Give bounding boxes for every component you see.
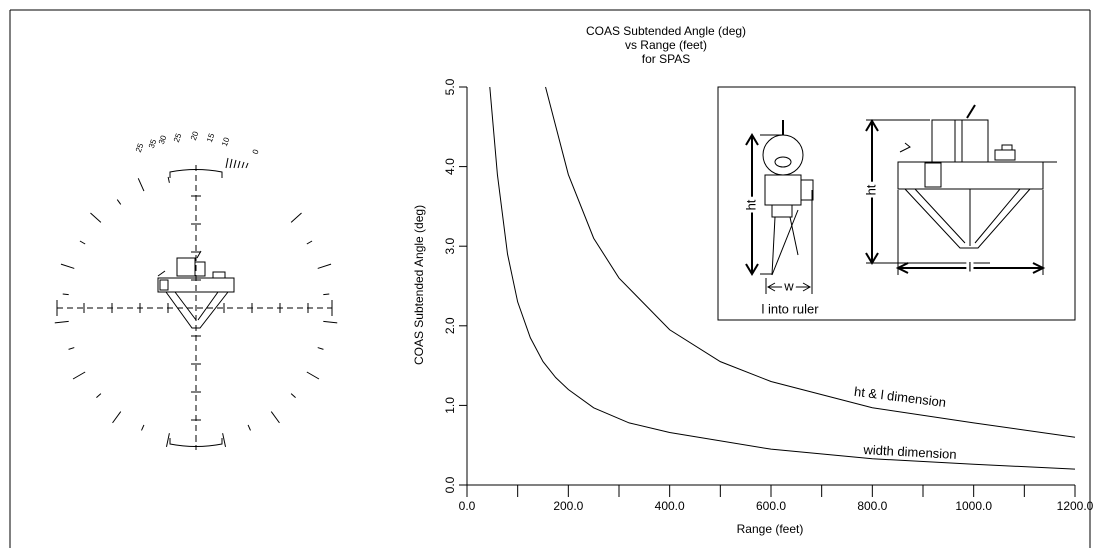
- line-series: [489, 86, 1076, 470]
- reticle-tick: [62, 293, 69, 296]
- x-tick-label: 800.0: [857, 499, 887, 513]
- reticle-tick: [317, 347, 324, 350]
- dimension-label: l: [969, 259, 972, 274]
- reticle-tick: [247, 424, 251, 431]
- reticle-tick: [290, 393, 296, 399]
- x-tick-label: 1200.0: [1057, 499, 1094, 513]
- reticle-tick: [90, 212, 102, 223]
- reticle-tick: [323, 320, 338, 324]
- scale-tick: [241, 161, 245, 169]
- reticle-tick: [165, 433, 170, 448]
- x-tick-label: 0.0: [459, 499, 476, 513]
- x-tick-label: 1000.0: [955, 499, 992, 513]
- reticle-tick: [306, 240, 313, 245]
- reticle-tick: [323, 293, 330, 296]
- reticle: [56, 165, 333, 450]
- inset-caption: l into ruler: [761, 301, 819, 316]
- y-axis-label: COAS Subtended Angle (deg): [412, 205, 426, 365]
- reticle-tick: [290, 212, 302, 223]
- y-tick-label: 1.0: [443, 397, 457, 414]
- scale-label: 15: [205, 132, 217, 144]
- reticle-tick: [60, 263, 75, 269]
- reticle-tick: [306, 371, 320, 380]
- line-series: [545, 86, 1076, 438]
- frame: [9, 9, 1091, 548]
- x-axis-label: Range (feet): [737, 522, 804, 536]
- scale-tick: [229, 158, 233, 169]
- scale-label: 0: [251, 148, 261, 156]
- reticle-tick: [112, 411, 122, 424]
- scale-tick: [225, 157, 229, 169]
- chart-subtitle: vs Range (feet): [625, 38, 707, 52]
- scale-label: 20: [189, 130, 201, 142]
- reticle-tick: [317, 263, 332, 269]
- chart-title: COAS Subtended Angle (deg): [586, 24, 746, 38]
- scale-label: 30: [157, 134, 169, 146]
- reticle-tick: [72, 371, 86, 380]
- y-tick-label: 2.0: [443, 317, 457, 334]
- dimension-label: w: [783, 278, 794, 293]
- x-tick-label: 600.0: [756, 499, 786, 513]
- series-label: width dimension: [862, 442, 957, 462]
- reticle-tick: [68, 347, 75, 350]
- chart-subtitle: for SPAS: [642, 52, 690, 66]
- inset: [717, 86, 1076, 321]
- reticle-tick: [116, 199, 122, 205]
- plot: 0.0 1.0 2.0 3.0 4.0 5.0 0.0 200.0 400.0 600.0 800.…: [443, 78, 1094, 513]
- scale-label: 10: [220, 136, 232, 148]
- y-tick-label: 4.0: [443, 158, 457, 175]
- reticle-tick: [141, 424, 145, 431]
- y-tick-label: 5.0: [443, 78, 457, 95]
- reticle-tick: [222, 433, 227, 448]
- reticle-tick: [96, 393, 102, 399]
- reticle-tick: [270, 411, 280, 424]
- scale-tick: [237, 160, 241, 169]
- y-tick-label: 3.0: [443, 238, 457, 255]
- reticle-tick: [137, 178, 145, 192]
- scale-label: 25: [134, 142, 146, 154]
- scale-tick: [245, 162, 249, 169]
- dimension-label: ht: [743, 199, 758, 210]
- scale-label: 25: [172, 132, 184, 144]
- x-tick-label: 400.0: [655, 499, 685, 513]
- reticle-tick: [79, 240, 86, 245]
- scale-label: 35: [147, 138, 159, 150]
- y-tick-label: 0.0: [443, 476, 457, 493]
- scale-tick: [233, 159, 237, 169]
- reticle-tick: [167, 176, 170, 183]
- reticle-tick: [54, 320, 69, 324]
- x-tick-label: 200.0: [553, 499, 583, 513]
- dimension-label: ht: [863, 184, 878, 195]
